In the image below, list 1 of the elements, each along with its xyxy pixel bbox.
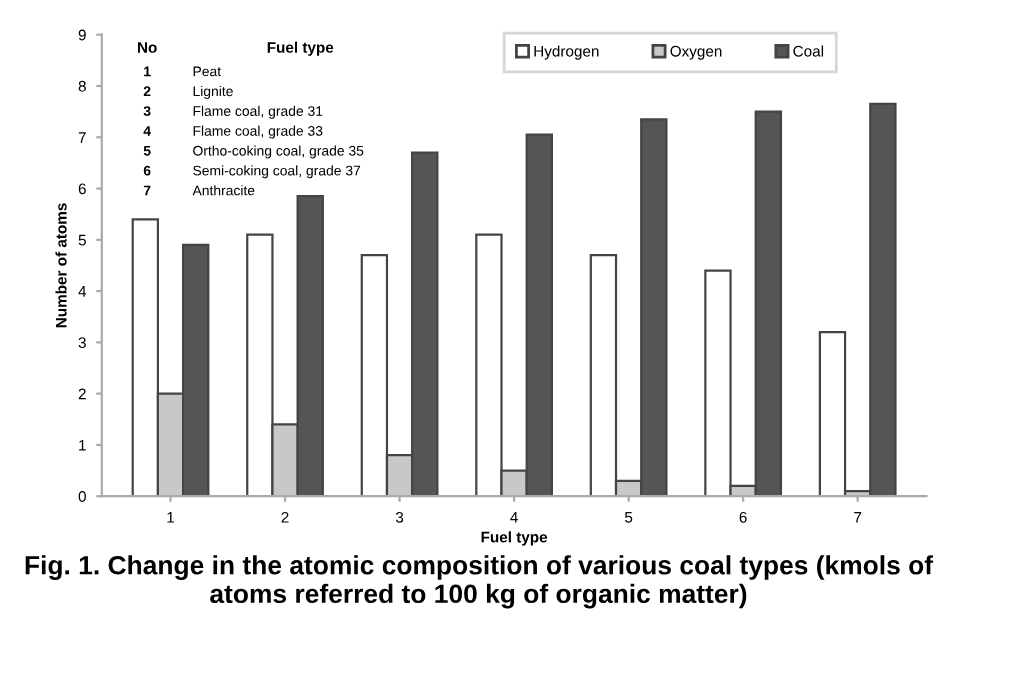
- text: Fig. 1. Change in the atomic composition of various coal types (kmols of atoms referred to 100 kg of organic matter): [25, 555, 934, 609]
